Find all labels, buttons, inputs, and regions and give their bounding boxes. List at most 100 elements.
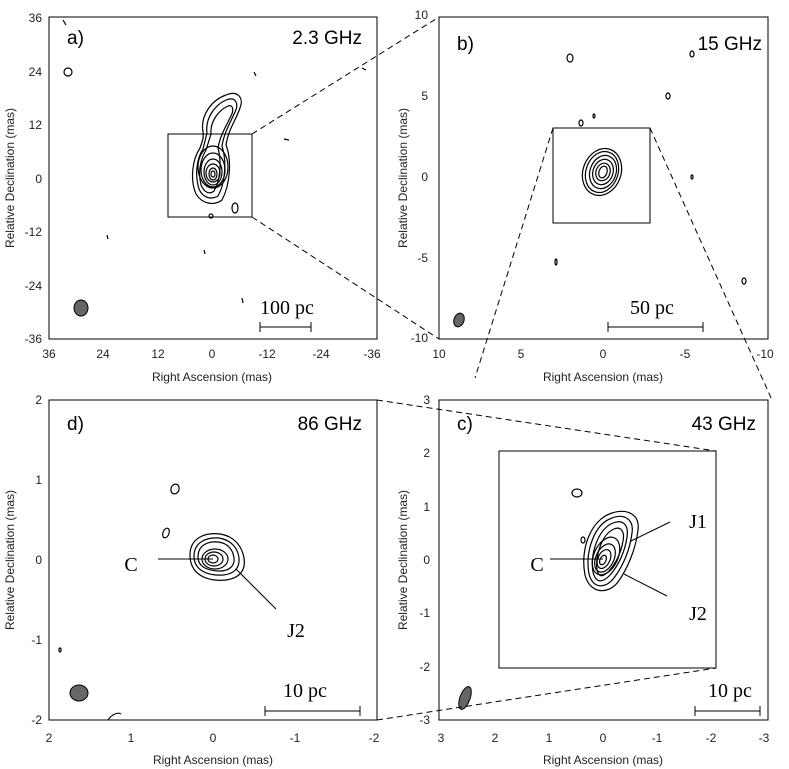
panel-c-xtick: -3: [759, 731, 770, 745]
panel-a-xtick: 12: [151, 347, 165, 361]
panel-b-yticks: 10 5 0 -5 -10: [411, 8, 429, 345]
panel-c-scalebar: 10 pc: [694, 680, 761, 716]
panel-d-ytick: -2: [31, 713, 42, 727]
panel-d-component-c: C: [124, 554, 137, 576]
panel-d-xtick: -1: [290, 731, 301, 745]
panel-c-xtick: -2: [706, 731, 717, 745]
panel-c: c) 43 GHz 3 2 1 0 -1 -2 -3 3 2 1 0 -1 -2…: [396, 393, 770, 767]
panel-a: a) 2.3 GHz 36 24 12 0 -12 -24 -36 36 24 …: [3, 11, 381, 384]
panel-a-ytick: -12: [25, 225, 43, 239]
panel-b-scalebar: 50 pc: [607, 297, 704, 332]
panel-d-ytick: 1: [35, 473, 42, 487]
panel-a-ytick: -24: [25, 279, 43, 293]
panel-b-ytick: 10: [415, 8, 429, 22]
panel-b-ytick: -5: [417, 251, 428, 265]
panel-a-xtick: 0: [209, 347, 216, 361]
panel-d-frame: [48, 399, 378, 721]
zoom-connectors: [251, 16, 773, 721]
panel-c-frequency: 43 GHz: [692, 414, 756, 435]
panel-c-ytick: -2: [419, 660, 430, 674]
panel-a-beam: [73, 299, 89, 317]
panel-d-ytick: -1: [31, 633, 42, 647]
panel-b-xticks: 10 5 0 -5 -10: [432, 347, 774, 361]
panel-b-xtick: -10: [756, 347, 774, 361]
panel-b-xtick: 0: [600, 347, 607, 361]
panel-c-component-j1: J1: [689, 511, 707, 533]
panel-a-zoom-box: [167, 133, 253, 218]
panel-a-yticks: 36 24 12 0 -12 -24 -36: [25, 11, 43, 346]
panel-a-ytick: 0: [35, 172, 42, 186]
panel-b-ytick: 0: [421, 170, 428, 184]
panel-a-xtick: 24: [96, 347, 110, 361]
panel-c-zoom-box: [498, 450, 717, 669]
panel-a-label: a): [67, 28, 84, 49]
panel-b-xlabel: Right Ascension (mas): [543, 370, 663, 384]
panel-c-ytick: 1: [423, 500, 430, 514]
panel-b-contours: [554, 50, 747, 285]
panel-c-beam: [458, 686, 472, 710]
panel-a-xtick: 36: [42, 347, 56, 361]
panel-d-yticks: 2 1 0 -1 -2: [31, 393, 42, 727]
panel-b-ylabel: Relative Declination (mas): [396, 108, 410, 248]
panel-d-component-j2: J2: [287, 620, 305, 642]
panel-b-frame: [438, 16, 769, 340]
panel-b-label: b): [457, 34, 474, 55]
panel-b-xtick: 5: [518, 347, 525, 361]
panel-d-xtick: -2: [369, 731, 380, 745]
panel-c-ytick: 3: [423, 393, 430, 407]
panel-d-label: d): [67, 414, 84, 435]
panel-a-ytick: 24: [29, 65, 43, 79]
panel-a-frame: [48, 16, 378, 340]
panel-c-xlabel: Right Ascension (mas): [543, 753, 663, 767]
panel-a-xtick: -24: [312, 347, 330, 361]
panel-a-scalebar: 100 pc: [259, 297, 314, 332]
panel-c-label: c): [457, 414, 473, 435]
panel-d-ylabel: Relative Declination (mas): [3, 490, 17, 630]
panel-c-xtick: 2: [492, 731, 499, 745]
panel-c-xtick: 3: [438, 731, 445, 745]
panel-c-components: C J1 J2: [530, 511, 707, 625]
panel-c-contours: [571, 488, 639, 592]
panel-d-scalebar: 10 pc: [264, 680, 361, 716]
panel-a-ytick: 12: [29, 118, 43, 132]
panel-a-ytick: 36: [29, 11, 43, 25]
panel-a-ylabel: Relative Declination (mas): [3, 108, 17, 248]
panel-c-ytick: -1: [419, 606, 430, 620]
panel-d-xtick: 2: [46, 731, 53, 745]
panel-a-scalebar-label: 100 pc: [260, 297, 314, 319]
panel-c-component-c: C: [530, 554, 543, 576]
panel-a-frequency: 2.3 GHz: [292, 28, 362, 49]
panel-c-ylabel: Relative Declination (mas): [396, 490, 410, 630]
panel-c-xtick: 0: [600, 731, 607, 745]
panel-b-zoom-box: [552, 127, 651, 224]
panel-b-ytick: -10: [411, 331, 429, 345]
panel-d-contours: [58, 483, 245, 721]
panel-a-ytick: -36: [25, 332, 43, 346]
panel-a-xtick: -36: [363, 347, 381, 361]
panel-b: b) 15 GHz 10 5 0 -5 -10 10 5 0 -5 -10 Ri…: [396, 8, 774, 384]
panel-c-ytick: 0: [423, 553, 430, 567]
panel-b-ytick: 5: [421, 89, 428, 103]
panel-d-scalebar-label: 10 pc: [283, 680, 327, 702]
panel-c-frame: [438, 399, 769, 721]
panel-d-xticks: 2 1 0 -1 -2: [46, 731, 380, 745]
panel-d-xlabel: Right Ascension (mas): [153, 753, 273, 767]
panel-d-ytick: 2: [35, 393, 42, 407]
panel-c-xtick: 1: [546, 731, 553, 745]
panel-d-components: C J2: [124, 554, 305, 642]
panel-a-xtick: -12: [258, 347, 276, 361]
panel-a-xlabel: Right Ascension (mas): [152, 370, 272, 384]
panel-d: d) 86 GHz 2 1 0 -1 -2 2 1 0 -1 -2 Right …: [3, 393, 380, 767]
panel-d-beam: [69, 684, 89, 702]
panel-a-xticks: 36 24 12 0 -12 -24 -36: [42, 347, 381, 361]
panel-c-scalebar-label: 10 pc: [708, 680, 752, 702]
panel-b-scalebar-label: 50 pc: [630, 297, 674, 319]
panel-b-xtick: -5: [680, 347, 691, 361]
panel-b-beam: [453, 312, 465, 328]
panel-c-component-j2: J2: [689, 603, 707, 625]
panel-d-xtick: 0: [210, 731, 217, 745]
panel-c-ytick: 2: [423, 446, 430, 460]
panel-b-frequency: 15 GHz: [698, 34, 762, 55]
panel-a-contours: [62, 19, 367, 304]
